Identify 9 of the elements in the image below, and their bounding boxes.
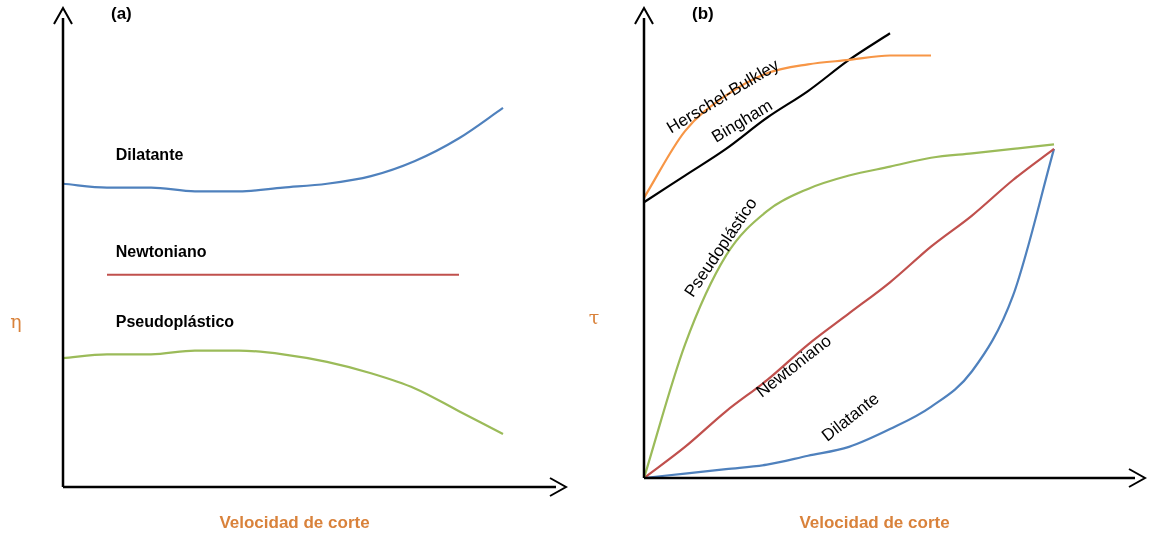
series-label: Newtoniano [115, 243, 207, 261]
series-label: Dilatante [115, 145, 184, 163]
x-axis-title: Velocidad de corte [219, 512, 370, 532]
x-axis-title: Velocidad de corte [799, 512, 950, 532]
series-label: Pseudoplástico [115, 312, 235, 330]
y-axis-title: η [10, 310, 22, 333]
y-axis-title: τ [588, 305, 600, 328]
chart-title: (a) [111, 3, 132, 23]
chart-title: (b) [692, 3, 714, 23]
